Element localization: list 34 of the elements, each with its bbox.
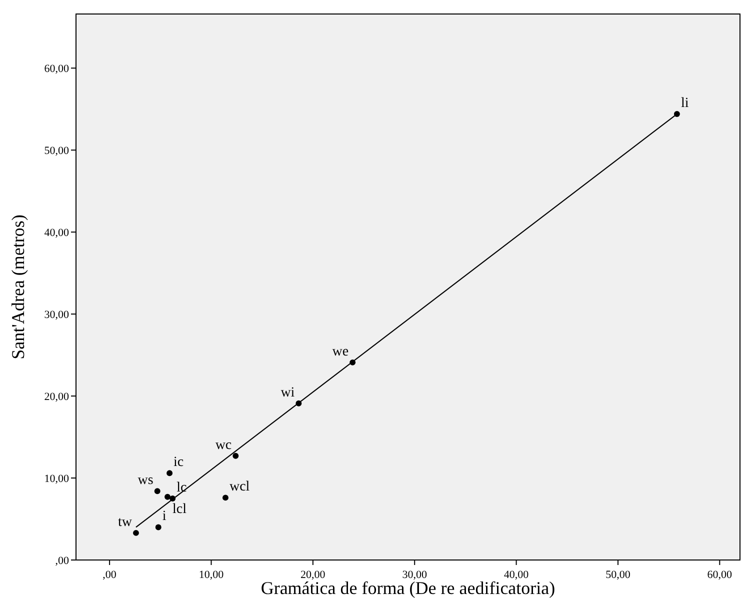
point (155, 524, 162, 530)
point (222, 494, 228, 501)
annotation: lc (176, 480, 187, 496)
y-tick-label: 50,00 (44, 144, 70, 157)
annotation: lcl (172, 502, 187, 517)
y-tick-label: 40,00 (44, 226, 70, 239)
x-tick-label: 30,00 (402, 569, 428, 581)
annotation: we (332, 344, 349, 360)
point (166, 470, 173, 476)
annotation: wc (215, 438, 232, 453)
point (164, 494, 170, 500)
x-tick-label: ,00 (102, 569, 117, 581)
annotation: li (680, 96, 689, 112)
annotation: ic (174, 455, 184, 470)
x-tick-label: 50,00 (606, 569, 631, 581)
y-tick-label: 20,00 (44, 390, 70, 403)
x-axis-title: Gramática de forma (De re aedificatoria) (260, 578, 556, 598)
y-tick-label: 30,00 (44, 308, 70, 321)
annotation: wi (280, 385, 295, 400)
y-tick-label: 10,00 (44, 472, 70, 485)
point (133, 530, 139, 536)
x-tick-label: 40,00 (504, 569, 530, 581)
x-tick-label: 10,00 (198, 569, 224, 581)
y-tick-label: 60,00 (44, 62, 70, 75)
point (154, 488, 160, 494)
annotation: i (162, 509, 166, 524)
y-axis-title: Sant'Adrea (metros) (8, 214, 28, 360)
annotation: ws (138, 473, 154, 488)
x-tick-label: 20,00 (300, 569, 326, 581)
point (232, 452, 239, 459)
annotation: tw (118, 514, 133, 530)
y-tick-label: ,00 (55, 554, 70, 567)
x-tick-label: 60,00 (707, 569, 733, 581)
annotation: wcl (229, 480, 250, 495)
